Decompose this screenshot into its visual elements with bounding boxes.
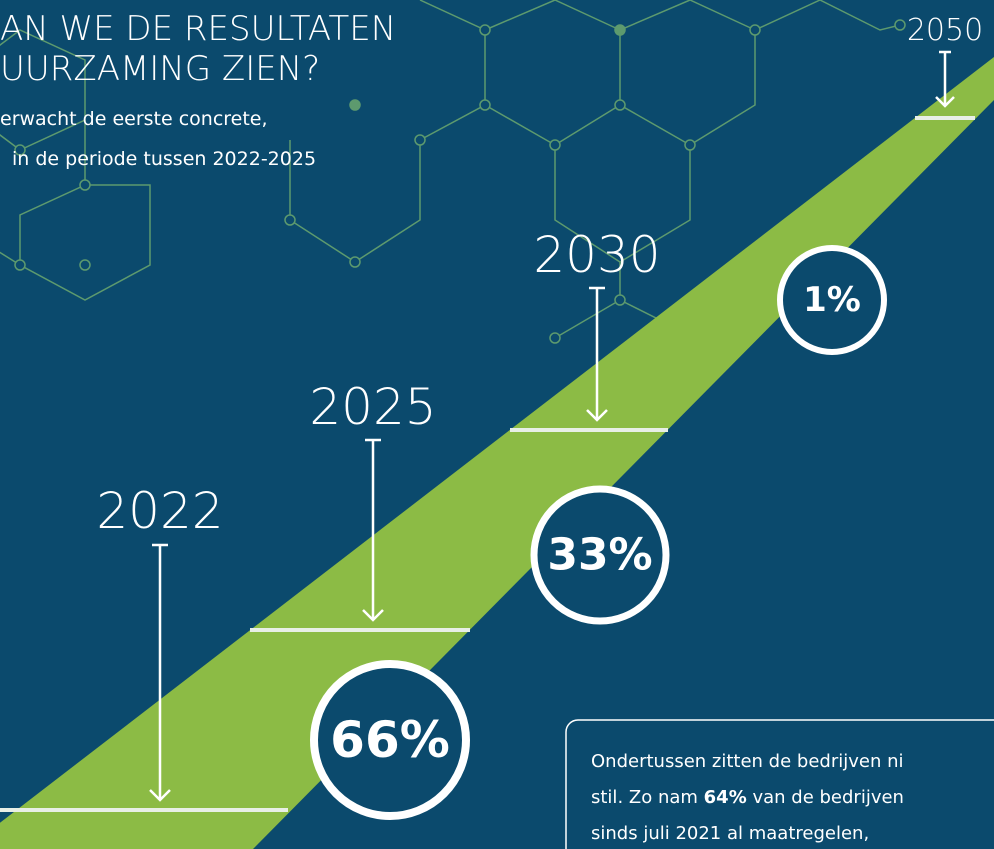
title: UURZAMING ZIEN? [0,49,320,89]
subtitle: erwacht de eerste concrete, [0,108,268,130]
infographic: AN WE DE RESULTATEN UURZAMING ZIEN? erwa… [0,0,994,849]
title: AN WE DE RESULTATEN [0,9,396,49]
callout-text: van de bedrijven [747,787,904,808]
percent: 66% [330,711,450,769]
subtitle: in de periode tussen 2022-2025 [12,148,316,170]
callout-text: stil. Zo nam 64% van de bedrijven [591,787,904,808]
callout-bold: 64% [704,787,747,808]
callout-text: stil. Zo nam [591,787,704,808]
year-label: 2050 [907,13,983,48]
year-label: 2030 [533,226,660,284]
percent: 33% [547,530,652,581]
year-label: 2022 [96,482,223,540]
green-band [0,57,994,849]
year-label: 2025 [309,378,436,436]
callout-text: sinds juli 2021 al maatregelen, [591,823,869,844]
percent: 1% [803,280,861,320]
callout-text: Ondertussen zitten de bedrijven ni [591,751,904,772]
